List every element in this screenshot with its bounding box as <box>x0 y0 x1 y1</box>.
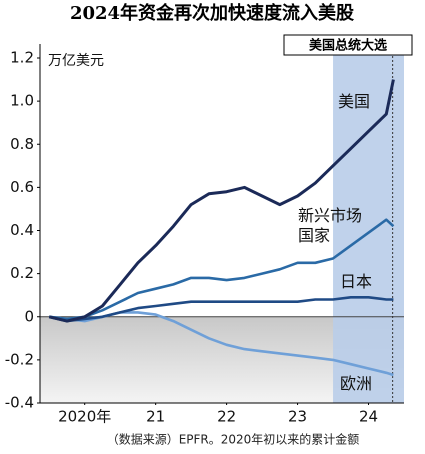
x-tick-label: 21 <box>146 408 165 426</box>
chart-title: 2024年资金再次加快速度流入美股 <box>70 2 355 24</box>
y-tick-label: 0.8 <box>10 135 34 153</box>
series-label: 日本 <box>340 272 373 291</box>
series-line <box>48 79 395 323</box>
series-line <box>48 296 394 323</box>
y-tick-label: -0.4 <box>5 394 34 412</box>
source-note: （数据来源）EPFR。2020年初以来的累计金额 <box>107 432 360 447</box>
y-tick-label: 0.2 <box>10 264 34 282</box>
y-tick-label: 1.0 <box>10 92 34 110</box>
y-tick-label: 0.6 <box>10 178 34 196</box>
annotation-box <box>283 34 413 56</box>
y-tick-label: 0 <box>24 307 34 325</box>
x-tick-label: 24 <box>359 408 378 426</box>
annotation-text: 美国总统大选 <box>309 38 387 54</box>
series-line <box>49 218 395 321</box>
x-tick-label: 2020年 <box>58 408 111 426</box>
y-tick-label: 0.4 <box>10 221 34 239</box>
y-tick-label: 1.2 <box>10 49 34 67</box>
series-label: 新兴市场国家 <box>298 206 363 245</box>
series-label: 美国 <box>338 92 371 111</box>
series-label: 欧洲 <box>340 374 373 393</box>
x-tick-label: 23 <box>288 408 307 426</box>
y-tick-label: -0.2 <box>5 350 34 368</box>
y-unit: 万亿美元 <box>48 53 104 69</box>
x-tick-label: 22 <box>217 408 236 426</box>
